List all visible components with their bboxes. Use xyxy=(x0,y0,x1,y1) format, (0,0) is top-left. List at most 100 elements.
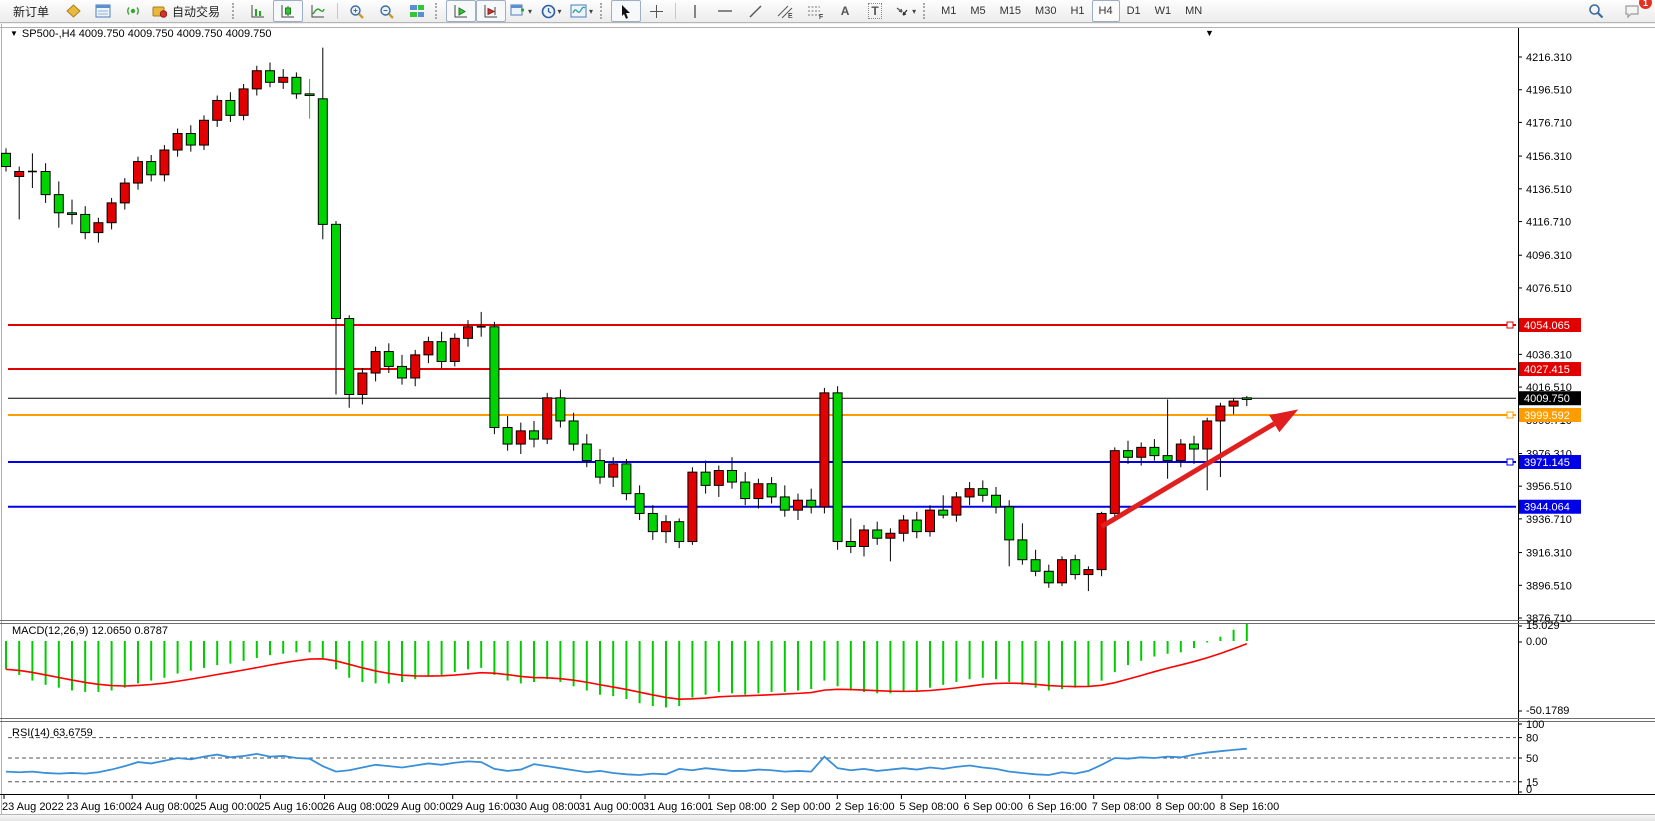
text-label-icon: T xyxy=(868,3,882,19)
line-chart-icon xyxy=(311,4,325,17)
candle-body xyxy=(331,223,341,320)
candle-body xyxy=(1004,506,1015,541)
price-axis[interactable]: 4216.310 4196.510 4176.710 4156.310 4136.510… xyxy=(1518,52,1572,625)
chart-shift-marker-icon[interactable]: ▼ xyxy=(1205,28,1214,38)
time-tick-label: 1 Sep 08:00 xyxy=(707,801,766,813)
period-button[interactable]: ▾ xyxy=(536,0,566,22)
price-tick: 4196.510 xyxy=(1526,85,1572,97)
chat-bubble-icon xyxy=(1624,4,1639,18)
zoom-in-button[interactable] xyxy=(342,0,372,22)
rsi-value: 63.6759 xyxy=(52,727,93,739)
autotrading-button[interactable]: 自动交易 xyxy=(148,0,229,22)
timeframe-M5[interactable]: M5 xyxy=(970,5,986,17)
macd-axis-label: 0.00 xyxy=(1526,636,1547,648)
time-tick-label: 29 Aug 00:00 xyxy=(387,801,452,813)
arrows-tool[interactable]: ▾ xyxy=(890,0,920,22)
auto-scroll-button[interactable] xyxy=(446,0,477,22)
candle-body xyxy=(370,351,381,374)
candle-body xyxy=(581,443,592,462)
price-badge xyxy=(1519,391,1581,406)
timeframe-M15[interactable]: M15 xyxy=(999,5,1022,17)
price-tick: 3936.710 xyxy=(1526,514,1572,526)
signals-button[interactable] xyxy=(118,0,148,22)
candle-body xyxy=(753,483,764,500)
candle-body xyxy=(859,529,869,547)
timeframe-M30[interactable]: M30 xyxy=(1035,5,1057,17)
timeframe-H1[interactable]: H1 xyxy=(1070,5,1085,17)
candle-body xyxy=(1057,559,1067,584)
time-tick-label: 29 Aug 16:00 xyxy=(451,801,516,813)
crosshair-tool-button[interactable] xyxy=(641,0,671,22)
macd-pane[interactable]: 15.029 0.00 -50.1789 xyxy=(5,620,1569,717)
candle-body xyxy=(938,509,949,516)
toolbar-grip xyxy=(923,3,931,19)
arrows-icon xyxy=(896,7,908,16)
timeframe-D1[interactable]: D1 xyxy=(1126,5,1141,17)
text-label-tool[interactable]: T xyxy=(860,0,890,22)
rsi-line xyxy=(5,747,1247,776)
candle-body xyxy=(93,222,104,234)
search-button[interactable] xyxy=(1581,0,1611,22)
time-tick-label: 6 Sep 16:00 xyxy=(1028,801,1087,813)
candle-body xyxy=(674,521,685,543)
cursor-tool-button[interactable] xyxy=(611,0,642,22)
candle-body xyxy=(727,469,737,483)
toolbar-right-tools: 1 xyxy=(1581,0,1652,22)
rsi-pane[interactable]: 100 80 50 150 xyxy=(5,719,1544,796)
equidistant-channel-tool[interactable]: E xyxy=(770,0,800,22)
candle-body xyxy=(832,392,843,543)
candle-body xyxy=(713,469,724,486)
price-tick: 4136.510 xyxy=(1526,184,1572,196)
line-endpoint-marker xyxy=(1506,321,1514,329)
chart-svg: 4216.310 4196.510 4176.710 4156.310 4136.510… xyxy=(0,24,1655,814)
fibonacci-tool[interactable]: F xyxy=(800,0,830,22)
market-watch-icon[interactable] xyxy=(88,0,118,22)
price-badge-label: 3971.145 xyxy=(1524,457,1570,469)
chart-shift-button[interactable] xyxy=(476,0,507,22)
new-order-label: 新订单 xyxy=(13,4,50,19)
zoom-in-icon xyxy=(350,4,364,19)
time-tick-label: 30 Aug 08:00 xyxy=(515,801,580,813)
tile-windows-button[interactable] xyxy=(402,0,432,22)
time-tick-label: 6 Sep 00:00 xyxy=(964,801,1023,813)
new-chart-button[interactable]: ▾ xyxy=(506,0,536,22)
time-tick-label: 24 Aug 08:00 xyxy=(130,801,195,813)
price-tick: 3896.510 xyxy=(1526,580,1572,592)
vertical-line-tool[interactable] xyxy=(680,0,710,22)
timeframe-MN[interactable]: MN xyxy=(1185,5,1203,17)
zoom-out-button[interactable] xyxy=(372,0,402,22)
candle-body xyxy=(1149,446,1160,457)
candle-body xyxy=(1189,443,1199,450)
timeframe-W1[interactable]: W1 xyxy=(1154,5,1172,17)
candle-body xyxy=(1136,446,1147,458)
line-chart-mode-button[interactable] xyxy=(303,0,333,22)
time-axis[interactable]: 23 Aug 2022 23 Aug 16:00 24 Aug 08:00 25 Au… xyxy=(2,794,1279,813)
candle-body xyxy=(806,499,817,508)
horizontal-line-tool[interactable] xyxy=(710,0,740,22)
notifications-button[interactable]: 1 xyxy=(1617,0,1652,22)
symbols-icon[interactable] xyxy=(58,0,88,22)
text-tool[interactable]: A xyxy=(830,0,860,22)
candle-body xyxy=(436,341,447,362)
time-tick-label: 8 Sep 16:00 xyxy=(1220,801,1279,813)
candle-body xyxy=(595,460,605,478)
trendline-tool[interactable] xyxy=(740,0,770,22)
trend-arrow[interactable] xyxy=(1100,409,1299,529)
timeframe-M1[interactable]: M1 xyxy=(941,5,957,17)
new-order-button[interactable]: 新订单 xyxy=(4,0,58,22)
candle-body xyxy=(793,499,803,511)
timeframe-H4[interactable]: H4 xyxy=(1091,0,1120,22)
templates-button[interactable]: ▾ xyxy=(566,0,597,22)
candlesticks[interactable] xyxy=(1,47,1252,592)
bar-chart-mode-button[interactable] xyxy=(243,0,273,22)
candle-body xyxy=(1,152,11,168)
rsi-name: RSI(14) xyxy=(12,727,50,739)
horizontal-level-lines[interactable]: 4054.065 4027.415 4009.750 3999.592 3971.145… xyxy=(8,318,1581,514)
macd-signal-line xyxy=(5,643,1248,700)
symbol-dropdown-icon[interactable]: ▼ xyxy=(10,29,18,38)
candlestick-mode-button[interactable] xyxy=(273,0,304,22)
chart-canvas[interactable]: 4216.310 4196.510 4176.710 4156.310 4136.510… xyxy=(0,24,1655,814)
symbol-title[interactable]: ▼ SP500-,H4 4009.750 4009.750 4009.750 40… xyxy=(10,28,271,40)
candle-body xyxy=(687,471,698,543)
price-tick: 3956.510 xyxy=(1526,481,1572,493)
